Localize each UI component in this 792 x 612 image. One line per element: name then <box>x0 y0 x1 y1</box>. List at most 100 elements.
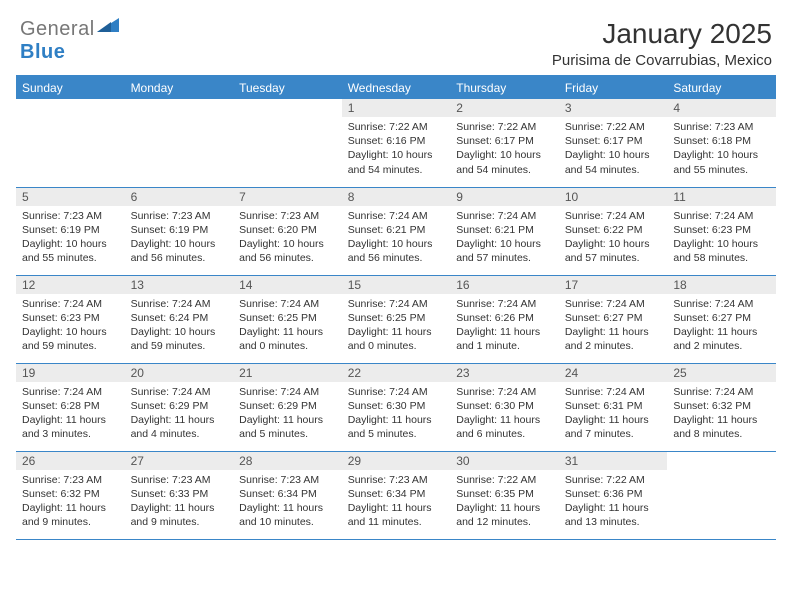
calendar-cell <box>125 99 234 187</box>
day-sunset: Sunset: 6:32 PM <box>673 399 770 413</box>
day-number: 23 <box>450 364 559 382</box>
day-sunset: Sunset: 6:17 PM <box>456 134 553 148</box>
day-number: 17 <box>559 276 668 294</box>
day-details: Sunrise: 7:24 AMSunset: 6:30 PMDaylight:… <box>450 382 559 446</box>
calendar-cell: 30Sunrise: 7:22 AMSunset: 6:35 PMDayligh… <box>450 451 559 539</box>
calendar-cell: 6Sunrise: 7:23 AMSunset: 6:19 PMDaylight… <box>125 187 234 275</box>
logo-word-blue: Blue <box>20 41 65 63</box>
day-header: Thursday <box>450 76 559 99</box>
calendar-cell: 22Sunrise: 7:24 AMSunset: 6:30 PMDayligh… <box>342 363 451 451</box>
day-header-row: Sunday Monday Tuesday Wednesday Thursday… <box>16 76 776 99</box>
title-block: January 2025 Purisima de Covarrubias, Me… <box>552 18 772 69</box>
calendar-cell: 24Sunrise: 7:24 AMSunset: 6:31 PMDayligh… <box>559 363 668 451</box>
day-details: Sunrise: 7:23 AMSunset: 6:19 PMDaylight:… <box>125 206 234 270</box>
day-daylight: Daylight: 10 hours and 59 minutes. <box>22 325 119 353</box>
day-daylight: Daylight: 11 hours and 2 minutes. <box>673 325 770 353</box>
day-number: 21 <box>233 364 342 382</box>
day-sunrise: Sunrise: 7:23 AM <box>131 473 228 487</box>
day-details: Sunrise: 7:22 AMSunset: 6:16 PMDaylight:… <box>342 117 451 181</box>
page-subtitle: Purisima de Covarrubias, Mexico <box>552 52 772 69</box>
day-details: Sunrise: 7:23 AMSunset: 6:32 PMDaylight:… <box>16 470 125 534</box>
day-number: 30 <box>450 452 559 470</box>
day-number: 15 <box>342 276 451 294</box>
day-sunrise: Sunrise: 7:24 AM <box>673 209 770 223</box>
calendar-cell: 15Sunrise: 7:24 AMSunset: 6:25 PMDayligh… <box>342 275 451 363</box>
day-daylight: Daylight: 11 hours and 6 minutes. <box>456 413 553 441</box>
day-sunrise: Sunrise: 7:23 AM <box>22 473 119 487</box>
day-details: Sunrise: 7:23 AMSunset: 6:20 PMDaylight:… <box>233 206 342 270</box>
day-sunset: Sunset: 6:23 PM <box>673 223 770 237</box>
day-number: 3 <box>559 99 668 117</box>
day-daylight: Daylight: 10 hours and 56 minutes. <box>239 237 336 265</box>
day-daylight: Daylight: 11 hours and 8 minutes. <box>673 413 770 441</box>
day-sunset: Sunset: 6:29 PM <box>239 399 336 413</box>
day-daylight: Daylight: 11 hours and 7 minutes. <box>565 413 662 441</box>
day-daylight: Daylight: 10 hours and 54 minutes. <box>565 148 662 176</box>
day-details: Sunrise: 7:24 AMSunset: 6:32 PMDaylight:… <box>667 382 776 446</box>
day-sunrise: Sunrise: 7:22 AM <box>456 120 553 134</box>
day-daylight: Daylight: 10 hours and 55 minutes. <box>673 148 770 176</box>
day-sunset: Sunset: 6:31 PM <box>565 399 662 413</box>
day-details: Sunrise: 7:24 AMSunset: 6:23 PMDaylight:… <box>16 294 125 358</box>
day-details: Sunrise: 7:23 AMSunset: 6:33 PMDaylight:… <box>125 470 234 534</box>
day-number: 10 <box>559 188 668 206</box>
day-details: Sunrise: 7:22 AMSunset: 6:35 PMDaylight:… <box>450 470 559 534</box>
calendar-page: General Blue January 2025 Purisima de Co… <box>0 0 792 550</box>
day-sunrise: Sunrise: 7:23 AM <box>22 209 119 223</box>
day-number: 13 <box>125 276 234 294</box>
day-header: Wednesday <box>342 76 451 99</box>
day-daylight: Daylight: 10 hours and 58 minutes. <box>673 237 770 265</box>
day-details: Sunrise: 7:24 AMSunset: 6:25 PMDaylight:… <box>342 294 451 358</box>
day-daylight: Daylight: 10 hours and 56 minutes. <box>131 237 228 265</box>
day-daylight: Daylight: 10 hours and 54 minutes. <box>456 148 553 176</box>
day-sunrise: Sunrise: 7:23 AM <box>239 473 336 487</box>
day-sunset: Sunset: 6:30 PM <box>456 399 553 413</box>
day-details: Sunrise: 7:24 AMSunset: 6:21 PMDaylight:… <box>450 206 559 270</box>
day-details: Sunrise: 7:24 AMSunset: 6:21 PMDaylight:… <box>342 206 451 270</box>
day-sunrise: Sunrise: 7:24 AM <box>131 297 228 311</box>
calendar-cell: 23Sunrise: 7:24 AMSunset: 6:30 PMDayligh… <box>450 363 559 451</box>
day-details: Sunrise: 7:23 AMSunset: 6:34 PMDaylight:… <box>342 470 451 534</box>
day-header: Saturday <box>667 76 776 99</box>
day-number: 29 <box>342 452 451 470</box>
day-sunset: Sunset: 6:20 PM <box>239 223 336 237</box>
day-sunrise: Sunrise: 7:24 AM <box>348 385 445 399</box>
day-details: Sunrise: 7:24 AMSunset: 6:22 PMDaylight:… <box>559 206 668 270</box>
day-details: Sunrise: 7:22 AMSunset: 6:17 PMDaylight:… <box>450 117 559 181</box>
calendar-cell: 11Sunrise: 7:24 AMSunset: 6:23 PMDayligh… <box>667 187 776 275</box>
calendar-cell: 1Sunrise: 7:22 AMSunset: 6:16 PMDaylight… <box>342 99 451 187</box>
day-daylight: Daylight: 11 hours and 10 minutes. <box>239 501 336 529</box>
day-details: Sunrise: 7:22 AMSunset: 6:36 PMDaylight:… <box>559 470 668 534</box>
day-sunrise: Sunrise: 7:24 AM <box>565 385 662 399</box>
calendar-cell: 26Sunrise: 7:23 AMSunset: 6:32 PMDayligh… <box>16 451 125 539</box>
day-sunrise: Sunrise: 7:24 AM <box>456 385 553 399</box>
logo-word-gray: General <box>20 18 95 40</box>
day-sunrise: Sunrise: 7:24 AM <box>348 209 445 223</box>
day-number: 31 <box>559 452 668 470</box>
calendar-cell <box>667 451 776 539</box>
day-daylight: Daylight: 10 hours and 56 minutes. <box>348 237 445 265</box>
day-daylight: Daylight: 11 hours and 5 minutes. <box>239 413 336 441</box>
day-details: Sunrise: 7:24 AMSunset: 6:27 PMDaylight:… <box>667 294 776 358</box>
day-details: Sunrise: 7:24 AMSunset: 6:23 PMDaylight:… <box>667 206 776 270</box>
day-sunrise: Sunrise: 7:24 AM <box>673 385 770 399</box>
day-daylight: Daylight: 10 hours and 59 minutes. <box>131 325 228 353</box>
day-sunset: Sunset: 6:19 PM <box>22 223 119 237</box>
day-number: 2 <box>450 99 559 117</box>
day-number: 25 <box>667 364 776 382</box>
day-sunrise: Sunrise: 7:22 AM <box>348 120 445 134</box>
day-sunset: Sunset: 6:36 PM <box>565 487 662 501</box>
calendar-cell: 14Sunrise: 7:24 AMSunset: 6:25 PMDayligh… <box>233 275 342 363</box>
day-sunset: Sunset: 6:25 PM <box>348 311 445 325</box>
day-details: Sunrise: 7:24 AMSunset: 6:29 PMDaylight:… <box>125 382 234 446</box>
day-daylight: Daylight: 11 hours and 13 minutes. <box>565 501 662 529</box>
day-number: 26 <box>16 452 125 470</box>
calendar-table: Sunday Monday Tuesday Wednesday Thursday… <box>16 75 776 540</box>
day-sunrise: Sunrise: 7:23 AM <box>131 209 228 223</box>
day-number: 28 <box>233 452 342 470</box>
day-number: 14 <box>233 276 342 294</box>
calendar-cell <box>233 99 342 187</box>
day-sunrise: Sunrise: 7:24 AM <box>456 297 553 311</box>
day-daylight: Daylight: 11 hours and 2 minutes. <box>565 325 662 353</box>
day-sunset: Sunset: 6:24 PM <box>131 311 228 325</box>
